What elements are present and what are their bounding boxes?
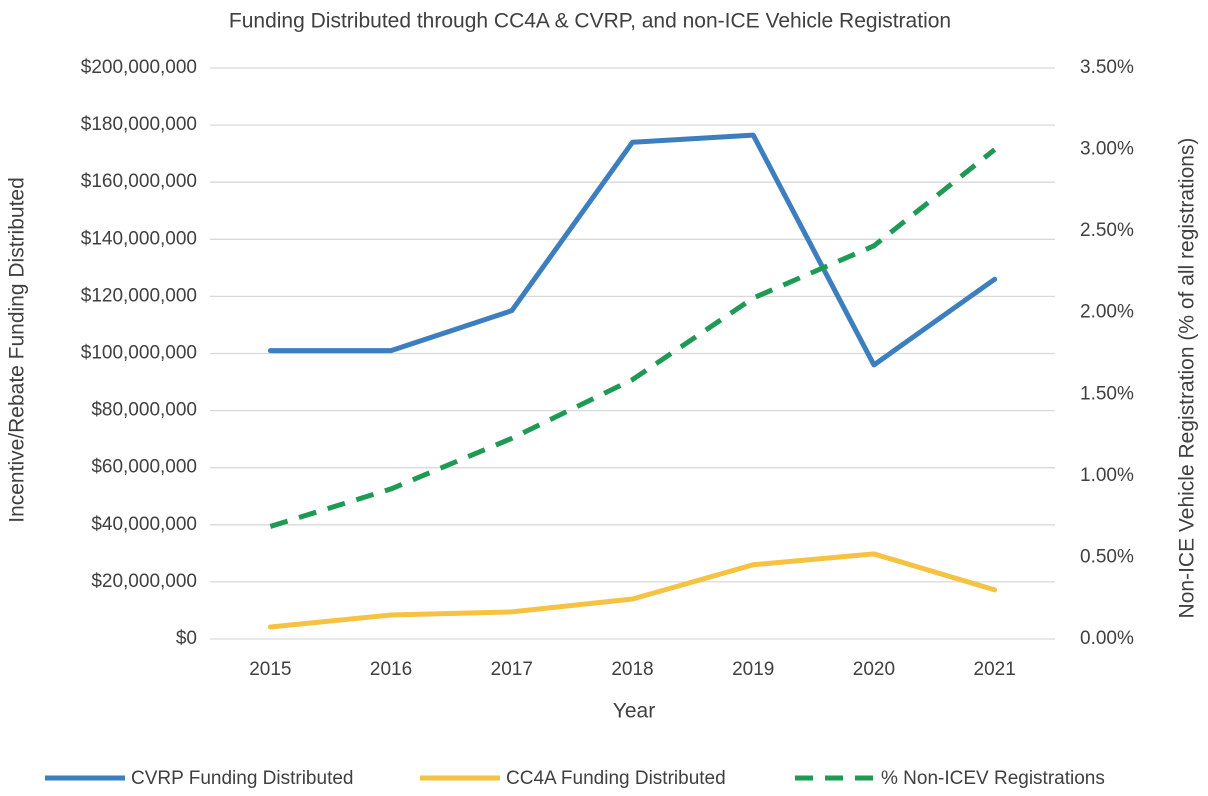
x-tick-label: 2019 — [732, 659, 774, 680]
y2-tick-label: 2.00% — [1080, 302, 1134, 323]
x-tick-label: 2021 — [974, 659, 1016, 680]
y-tick-label: $140,000,000 — [81, 228, 197, 249]
y2-tick-label: 0.00% — [1080, 628, 1134, 649]
x-tick-label: 2015 — [249, 659, 291, 680]
y2-axis-title: Non-ICE Vehicle Registration (% of all r… — [1176, 138, 1199, 619]
x-axis-title: Year — [613, 700, 655, 723]
y-tick-label: $80,000,000 — [91, 400, 197, 421]
y-axis-title: Incentive/Rebate Funding Distributed — [6, 177, 29, 523]
series-line — [267, 551, 998, 630]
y-tick-label: $200,000,000 — [81, 57, 197, 78]
series-line — [269, 147, 997, 529]
x-tick-label: 2017 — [491, 659, 533, 680]
x-tick-label: 2016 — [370, 659, 412, 680]
y-tick-label: $160,000,000 — [81, 171, 197, 192]
y-tick-label: $180,000,000 — [81, 114, 197, 135]
y2-tick-label: 0.50% — [1080, 546, 1134, 567]
legend-label: % Non-ICEV Registrations — [881, 768, 1105, 789]
legend-label: CC4A Funding Distributed — [506, 768, 726, 789]
chart-title: Funding Distributed through CC4A & CVRP,… — [229, 10, 951, 33]
y2-tick-label: 3.50% — [1080, 57, 1134, 78]
legend-label: CVRP Funding Distributed — [131, 768, 353, 789]
series-line — [267, 132, 998, 368]
y-tick-label: $60,000,000 — [91, 457, 197, 478]
y2-tick-label: 2.50% — [1080, 220, 1134, 241]
y-tick-label: $100,000,000 — [81, 343, 197, 364]
y-tick-label: $120,000,000 — [81, 285, 197, 306]
x-tick-label: 2018 — [611, 659, 653, 680]
y-tick-label: $40,000,000 — [91, 514, 197, 535]
y-tick-label: $0 — [176, 628, 197, 649]
x-tick-label: 2020 — [853, 659, 895, 680]
y-tick-label: $20,000,000 — [91, 571, 197, 592]
y2-tick-label: 1.00% — [1080, 465, 1134, 486]
y2-tick-label: 1.50% — [1080, 383, 1134, 404]
y2-tick-label: 3.00% — [1080, 139, 1134, 160]
